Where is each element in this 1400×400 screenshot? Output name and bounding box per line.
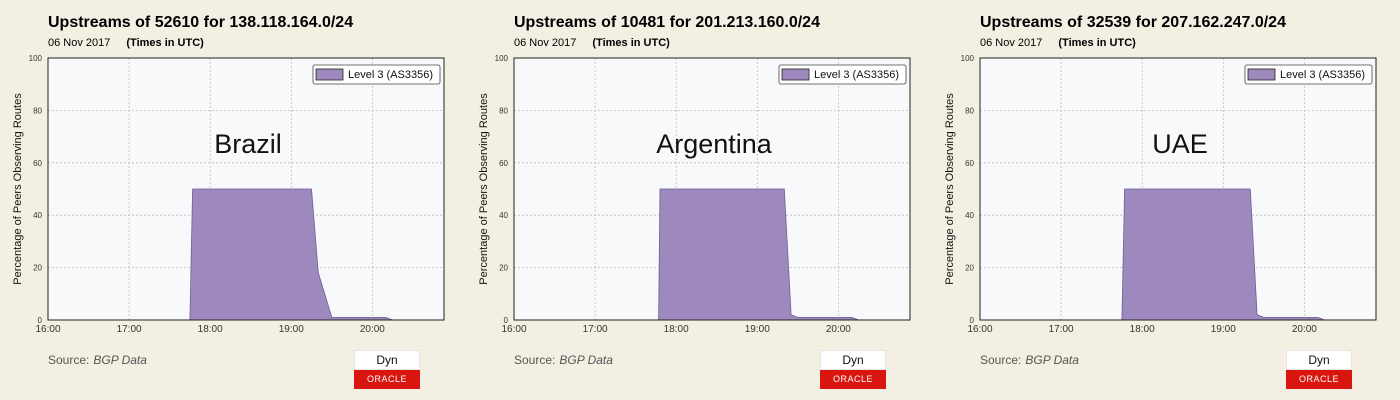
y-tick-label: 0 xyxy=(504,316,509,325)
legend: Level 3 (AS3356) xyxy=(1244,64,1373,85)
series-line xyxy=(48,188,444,321)
oracle-logo-text: ORACLE xyxy=(820,370,886,389)
source-value: BGP Data xyxy=(559,353,613,367)
chart-panel-2: Upstreams of 10481 for 201.213.160.0/24 … xyxy=(466,0,932,400)
y-tick-label: 40 xyxy=(33,211,42,220)
source-label: Source: xyxy=(980,353,1022,367)
country-annotation: UAE xyxy=(1152,129,1208,159)
legend-label: Level 3 (AS3356) xyxy=(1280,69,1365,81)
legend-box xyxy=(1244,64,1373,85)
source-note: Source: BGP Data xyxy=(514,353,613,367)
chart-svg: 0 20 40 60 80 100 16:00 17:00 18:00 19:00 20:00 Per… xyxy=(12,54,445,335)
dyn-oracle-logo: Dyn ORACLE xyxy=(820,350,886,389)
country-annotation: Brazil xyxy=(214,129,282,159)
chart-svg: 0 20 40 60 80 100 16:00 17:00 18:00 19:00 20:00 Per… xyxy=(478,54,911,335)
source-label: Source: xyxy=(48,353,90,367)
y-tick-label: 80 xyxy=(33,106,42,115)
x-tick-label: 20:00 xyxy=(360,324,385,335)
source-note: Source: BGP Data xyxy=(980,353,1079,367)
source-note: Source: BGP Data xyxy=(48,353,147,367)
oracle-logo-text: ORACLE xyxy=(354,370,420,389)
x-tick-label: 20:00 xyxy=(826,324,851,335)
series-area xyxy=(48,189,444,320)
y-tick-label: 0 xyxy=(970,316,975,325)
dyn-logo-text: Dyn xyxy=(820,350,886,370)
y-axis-label: Percentage of Peers Observing Routes xyxy=(478,93,490,285)
x-tick-label: 16:00 xyxy=(35,324,60,335)
x-tick-label: 19:00 xyxy=(1211,324,1236,335)
dyn-oracle-logo: Dyn ORACLE xyxy=(1286,350,1352,389)
y-tick-label: 0 xyxy=(38,316,43,325)
chart-title: Upstreams of 52610 for 138.118.164.0/24 xyxy=(48,14,354,31)
chart-date: 06 Nov 2017 xyxy=(514,37,577,49)
x-tick-label: 19:00 xyxy=(279,324,304,335)
plot-border xyxy=(513,57,911,321)
legend-box xyxy=(312,64,441,85)
y-axis-label: Percentage of Peers Observing Routes xyxy=(944,93,956,285)
chart-date: 06 Nov 2017 xyxy=(48,37,111,49)
y-tick-label: 40 xyxy=(499,211,508,220)
source-value: BGP Data xyxy=(93,353,147,367)
dyn-oracle-logo: Dyn ORACLE xyxy=(354,350,420,389)
oracle-logo-text: ORACLE xyxy=(1286,370,1352,389)
y-tick-label: 20 xyxy=(499,264,508,273)
legend-swatch xyxy=(781,68,810,81)
chart-subtitle: 06 Nov 2017 (Times in UTC) xyxy=(980,37,1136,49)
x-tick-label: 18:00 xyxy=(664,324,689,335)
plot-border xyxy=(979,57,1377,321)
y-tick-label: 60 xyxy=(965,159,974,168)
dyn-logo-text: Dyn xyxy=(1286,350,1352,370)
x-tick-label: 16:00 xyxy=(967,324,992,335)
dyn-logo-text: Dyn xyxy=(354,350,420,370)
x-tick-label: 18:00 xyxy=(198,324,223,335)
chart-title: Upstreams of 32539 for 207.162.247.0/24 xyxy=(980,14,1286,31)
y-tick-label: 60 xyxy=(499,159,508,168)
y-tick-label: 100 xyxy=(961,54,975,63)
legend-swatch xyxy=(1247,68,1276,81)
chart-panel-1: Upstreams of 52610 for 138.118.164.0/24 … xyxy=(0,0,466,400)
y-axis-label: Percentage of Peers Observing Routes xyxy=(12,93,24,285)
source-value: BGP Data xyxy=(1025,353,1079,367)
y-tick-label: 20 xyxy=(33,264,42,273)
legend: Level 3 (AS3356) xyxy=(312,64,441,85)
y-tick-label: 80 xyxy=(965,106,974,115)
chart-subtitle: 06 Nov 2017 (Times in UTC) xyxy=(514,37,670,49)
timezone-note: (Times in UTC) xyxy=(1058,37,1136,49)
series-line xyxy=(514,188,910,321)
y-tick-label: 80 xyxy=(499,106,508,115)
legend-box xyxy=(778,64,907,85)
chart-title: Upstreams of 10481 for 201.213.160.0/24 xyxy=(514,14,820,31)
x-tick-label: 16:00 xyxy=(501,324,526,335)
plot-border xyxy=(47,57,445,321)
timezone-note: (Times in UTC) xyxy=(592,37,670,49)
y-tick-label: 100 xyxy=(495,54,509,63)
chart-panel-3: Upstreams of 32539 for 207.162.247.0/24 … xyxy=(932,0,1398,400)
x-tick-label: 19:00 xyxy=(745,324,770,335)
chart-subtitle: 06 Nov 2017 (Times in UTC) xyxy=(48,37,204,49)
y-tick-label: 100 xyxy=(29,54,43,63)
y-tick-label: 20 xyxy=(965,264,974,273)
legend-swatch xyxy=(315,68,344,81)
y-tick-label: 60 xyxy=(33,159,42,168)
legend-label: Level 3 (AS3356) xyxy=(348,69,433,81)
series-line xyxy=(980,188,1376,321)
series-area xyxy=(980,189,1376,320)
x-tick-label: 17:00 xyxy=(1049,324,1074,335)
chart-svg: 0 20 40 60 80 100 16:00 17:00 18:00 19:00 20:00 Per… xyxy=(944,54,1377,335)
x-tick-label: 18:00 xyxy=(1130,324,1155,335)
source-label: Source: xyxy=(514,353,556,367)
x-tick-label: 17:00 xyxy=(117,324,142,335)
y-tick-label: 40 xyxy=(965,211,974,220)
chart-date: 06 Nov 2017 xyxy=(980,37,1043,49)
x-tick-label: 20:00 xyxy=(1292,324,1317,335)
series-area xyxy=(514,189,910,320)
legend: Level 3 (AS3356) xyxy=(778,64,907,85)
x-tick-label: 17:00 xyxy=(583,324,608,335)
country-annotation: Argentina xyxy=(656,129,773,159)
timezone-note: (Times in UTC) xyxy=(126,37,204,49)
legend-label: Level 3 (AS3356) xyxy=(814,69,899,81)
